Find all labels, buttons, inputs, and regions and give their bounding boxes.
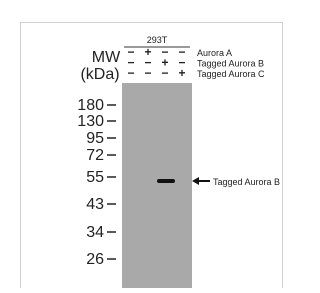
marker-label: 180 (77, 97, 104, 114)
lane-sign: − (144, 66, 151, 80)
marker-label: 95 (86, 130, 104, 147)
marker-label: 43 (86, 196, 104, 213)
lane-sign: + (178, 66, 185, 80)
marker-label: 72 (86, 147, 104, 164)
marker-label: 26 (86, 251, 104, 268)
band-label: Tagged Aurora B (213, 177, 280, 187)
lane-label: Tagged Aurora B (197, 59, 264, 69)
lane-sign: − (161, 66, 168, 80)
cell-line: 293T (147, 35, 168, 45)
western-blot-figure: 293T MW (kDa) Tagged Aurora B −+−−Aurora… (0, 0, 303, 288)
lane-sign: − (127, 66, 134, 80)
gel (122, 83, 192, 288)
mw-unit: (kDa) (80, 66, 119, 83)
marker-label: 55 (86, 169, 104, 186)
lane-label: Aurora A (197, 48, 232, 58)
marker-label: 34 (86, 224, 104, 241)
band (157, 179, 175, 183)
lane-label: Tagged Aurora C (197, 69, 265, 79)
marker-label: 130 (77, 113, 104, 130)
mw-label: MW (92, 49, 121, 66)
